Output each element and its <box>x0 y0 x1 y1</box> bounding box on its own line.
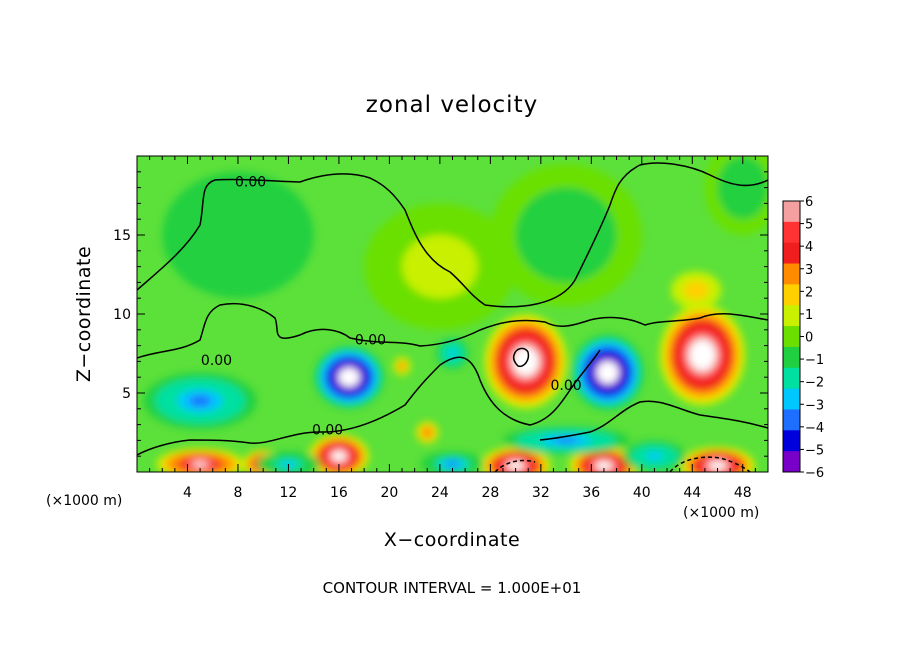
colorbar: 6 5 4 3 2 1 0 −1 −2 −3 −4 −5 −6 <box>782 195 824 481</box>
contour-zero-top <box>137 162 768 308</box>
field-negative-17 <box>646 452 663 461</box>
field-negative-14 <box>448 349 457 358</box>
x-tick-label: 8 <box>233 485 242 501</box>
colorbar-segment <box>783 221 800 244</box>
colorbar-tick-label: −2 <box>805 376 824 391</box>
x-axis-unit: (×1000 m) <box>683 505 759 521</box>
contour-small-loop <box>512 347 530 368</box>
colorbar-segment <box>783 242 800 265</box>
colorbar-tick-label: −5 <box>805 443 824 458</box>
colorbar-tick-label: −1 <box>805 353 824 368</box>
field-positive-4 <box>400 364 404 369</box>
colorbar-segment <box>783 430 800 452</box>
field-negative-15 <box>553 437 579 444</box>
contour-zero-mid <box>137 303 768 359</box>
velocity-field <box>143 156 768 472</box>
colorbar-tick-label: −6 <box>805 466 824 481</box>
x-tick-label: 24 <box>431 485 449 501</box>
field-negative-18 <box>446 461 459 467</box>
x-tick-label: 12 <box>280 485 298 501</box>
contour-lines <box>137 162 768 472</box>
contour-label-3: 0.00 <box>312 422 343 438</box>
field-negative-22 <box>730 171 756 204</box>
field-positive-8 <box>511 463 520 468</box>
x-tick-label: 44 <box>683 485 701 501</box>
contour-dashed <box>494 459 536 472</box>
y-tick-label: 15 <box>113 228 131 244</box>
x-tick-label: 40 <box>633 485 651 501</box>
field-negative-19 <box>200 203 276 267</box>
colorbar-tick-label: 2 <box>805 285 813 300</box>
x-axis-label: X−coordinate <box>384 529 520 551</box>
y-axis: 5 10 15 <box>113 171 768 457</box>
field-negative-20 <box>540 211 592 259</box>
x-tick-label: 16 <box>330 485 348 501</box>
colorbar-segment <box>783 284 800 306</box>
colorbar-tick-label: 1 <box>805 308 813 323</box>
field-positive-7 <box>335 453 343 459</box>
x-tick-label: 20 <box>380 485 398 501</box>
x-tick-label: 32 <box>532 485 550 501</box>
field-positive-5 <box>194 462 206 467</box>
contour-label-1: 0.00 <box>355 332 386 348</box>
colorbar-tick-label: −4 <box>805 421 824 436</box>
colorbar-segment <box>783 326 800 348</box>
colorbar-segment <box>783 367 800 390</box>
contour-dashed <box>669 456 751 472</box>
contour-label-0: 0.00 <box>235 174 266 190</box>
plot-area: 0.00 0.00 0.00 0.00 0.00 <box>137 156 768 472</box>
colorbar-segment <box>783 451 800 473</box>
chart-title: zonal velocity <box>366 92 538 118</box>
contour-labels: 0.00 0.00 0.00 0.00 0.00 <box>201 174 582 438</box>
colorbar-segment <box>783 201 800 223</box>
contour-zero-bottom <box>539 400 768 441</box>
y-tick-label: 10 <box>113 307 131 323</box>
colorbar-segment <box>783 305 800 327</box>
field-negative-12 <box>345 374 353 381</box>
field-positive-10 <box>713 463 722 468</box>
colorbar-segment <box>783 388 800 410</box>
x-tick-label: 36 <box>582 485 600 501</box>
colorbar-tick-label: 4 <box>805 240 813 255</box>
field-positive-1 <box>698 350 707 361</box>
x-tick-label: 48 <box>734 485 752 501</box>
colorbar-tick-label: −3 <box>805 398 824 413</box>
contour-label-2: 0.00 <box>201 353 232 369</box>
colorbar-tick-label: 6 <box>805 195 813 210</box>
y-axis-label: Z−coordinate <box>73 246 95 382</box>
y-axis-unit: (×1000 m) <box>46 493 122 509</box>
contour-label-4: 0.00 <box>550 378 581 394</box>
x-tick-label: 28 <box>481 485 499 501</box>
field-negative-11 <box>188 395 212 407</box>
field-positive-9 <box>600 463 608 468</box>
x-axis: 4 8 12 16 20 24 28 32 36 40 44 48 <box>149 156 756 501</box>
field-negative-13 <box>604 368 612 377</box>
colorbar-segment <box>783 263 800 285</box>
colorbar-segment <box>783 346 800 369</box>
field-positive-3 <box>424 430 430 435</box>
contour-interval-note: CONTOUR INTERVAL = 1.000E+01 <box>323 579 582 597</box>
colorbar-tick-label: 5 <box>805 218 813 233</box>
colorbar-tick-label: 0 <box>805 331 813 346</box>
colorbar-tick-label: 3 <box>805 263 813 278</box>
contour-zero-low <box>137 349 601 456</box>
x-tick-label: 4 <box>183 485 192 501</box>
colorbar-segment <box>783 409 800 431</box>
field-positive-2 <box>689 285 703 296</box>
y-tick-label: 5 <box>122 386 131 402</box>
